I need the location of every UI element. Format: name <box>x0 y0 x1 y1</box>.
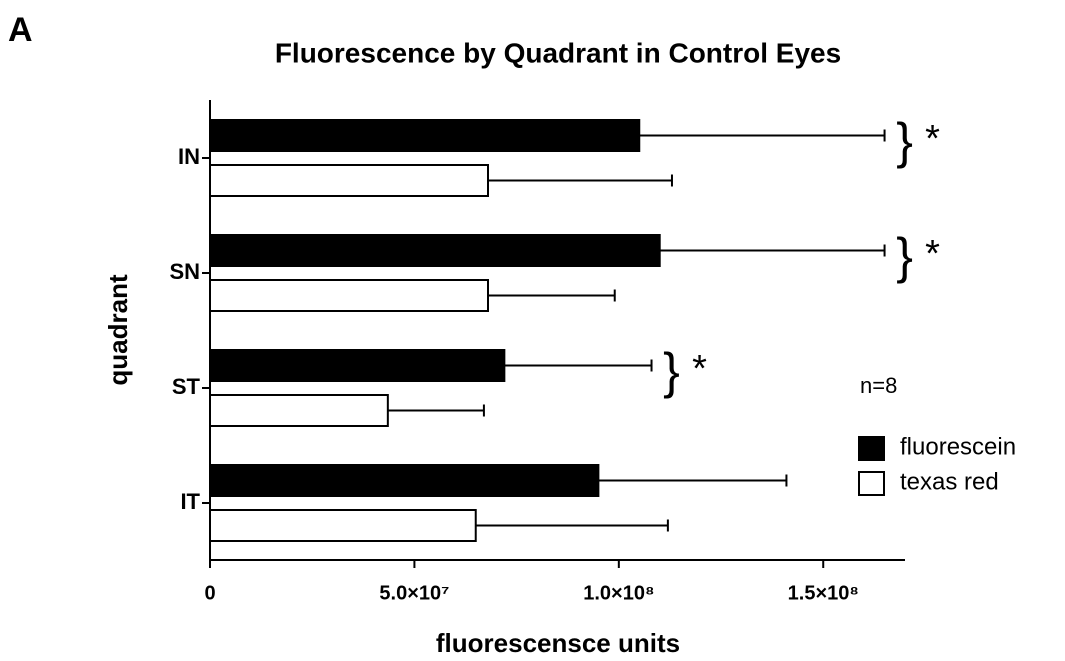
chart-title: Fluorescence by Quadrant in Control Eyes <box>275 37 841 68</box>
y-axis-label: quadrant <box>103 274 133 386</box>
brace: } <box>663 343 680 399</box>
x-axis-label: fluorescensce units <box>436 628 680 658</box>
y-tick-label: IN <box>178 144 200 169</box>
x-tick-label: 1.5×10⁸ <box>788 582 859 604</box>
bar <box>209 394 389 427</box>
legend-swatch <box>858 436 885 461</box>
bar <box>209 464 600 497</box>
bar <box>209 119 641 152</box>
x-tick-label: 5.0×10⁷ <box>379 582 449 604</box>
y-tick-label: ST <box>172 374 201 399</box>
bar <box>209 234 661 267</box>
panel-label: A <box>8 11 33 49</box>
y-tick-label: SN <box>169 259 200 284</box>
annotation: * <box>925 118 940 160</box>
legend-label: fluorescein <box>900 433 1016 460</box>
brace: } <box>896 113 913 169</box>
brace: } <box>896 228 913 284</box>
bar <box>209 279 489 312</box>
x-tick-label: 1.0×10⁸ <box>583 582 654 604</box>
legend-swatch <box>858 471 885 496</box>
bar <box>209 349 506 382</box>
note: n=8 <box>860 373 897 398</box>
legend-label: texas red <box>900 468 999 495</box>
y-tick-label: IT <box>180 489 200 514</box>
annotation: * <box>692 348 707 390</box>
x-tick-label: 0 <box>204 582 215 604</box>
annotation: * <box>925 233 940 275</box>
bar <box>209 164 489 197</box>
bar <box>209 509 477 542</box>
